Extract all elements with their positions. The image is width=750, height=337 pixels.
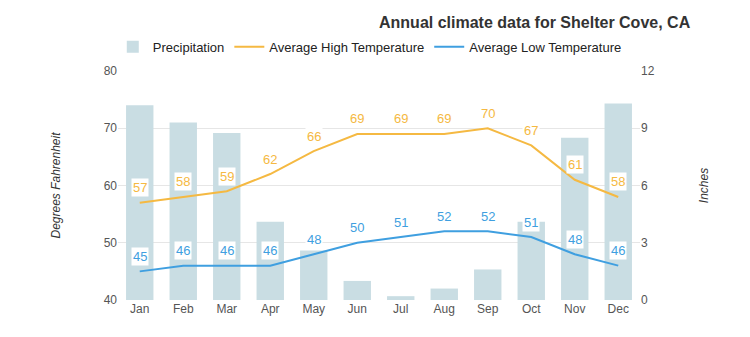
svg-text:46: 46: [220, 243, 234, 258]
svg-text:80: 80: [104, 64, 118, 78]
svg-text:50: 50: [104, 236, 118, 250]
svg-text:57: 57: [133, 180, 147, 195]
svg-text:46: 46: [611, 243, 625, 258]
svg-text:Mar: Mar: [216, 302, 237, 316]
svg-text:52: 52: [437, 209, 451, 224]
svg-text:9: 9: [641, 121, 648, 135]
svg-text:Nov: Nov: [564, 302, 585, 316]
svg-text:Precipitation: Precipitation: [153, 40, 225, 55]
svg-text:69: 69: [437, 111, 451, 126]
svg-text:May: May: [302, 302, 325, 316]
svg-text:Degrees Fahrenheit: Degrees Fahrenheit: [49, 132, 63, 239]
svg-text:Feb: Feb: [173, 302, 194, 316]
svg-text:58: 58: [611, 174, 625, 189]
svg-text:62: 62: [263, 152, 277, 167]
svg-text:50: 50: [350, 220, 364, 235]
svg-text:Jan: Jan: [130, 302, 149, 316]
svg-text:60: 60: [104, 179, 118, 193]
svg-text:Annual climate data for Shelte: Annual climate data for Shelter Cove, CA: [379, 14, 691, 31]
svg-text:69: 69: [394, 111, 408, 126]
svg-text:Oct: Oct: [522, 302, 541, 316]
svg-text:46: 46: [176, 243, 190, 258]
svg-text:52: 52: [481, 209, 495, 224]
svg-text:Jun: Jun: [348, 302, 367, 316]
svg-text:Aug: Aug: [434, 302, 455, 316]
svg-text:67: 67: [524, 123, 538, 138]
svg-text:0: 0: [641, 293, 648, 307]
svg-text:Dec: Dec: [608, 302, 629, 316]
svg-text:Apr: Apr: [261, 302, 280, 316]
svg-text:48: 48: [568, 232, 582, 247]
svg-text:66: 66: [307, 129, 321, 144]
svg-text:70: 70: [104, 121, 118, 135]
svg-text:59: 59: [220, 169, 234, 184]
svg-text:Average Low Temperature: Average Low Temperature: [469, 40, 621, 55]
svg-text:Sep: Sep: [477, 302, 499, 316]
svg-text:40: 40: [104, 293, 118, 307]
svg-text:58: 58: [176, 174, 190, 189]
svg-text:61: 61: [568, 157, 582, 172]
svg-text:Average High Temperature: Average High Temperature: [269, 40, 424, 55]
svg-text:48: 48: [307, 232, 321, 247]
svg-text:70: 70: [481, 106, 495, 121]
svg-text:3: 3: [641, 236, 648, 250]
svg-text:6: 6: [641, 179, 648, 193]
svg-text:Inches: Inches: [697, 168, 711, 203]
svg-text:12: 12: [641, 64, 655, 78]
svg-text:69: 69: [350, 111, 364, 126]
svg-text:46: 46: [263, 243, 277, 258]
svg-text:45: 45: [133, 249, 147, 264]
svg-text:Jul: Jul: [393, 302, 408, 316]
svg-text:51: 51: [394, 215, 408, 230]
svg-text:51: 51: [524, 215, 538, 230]
